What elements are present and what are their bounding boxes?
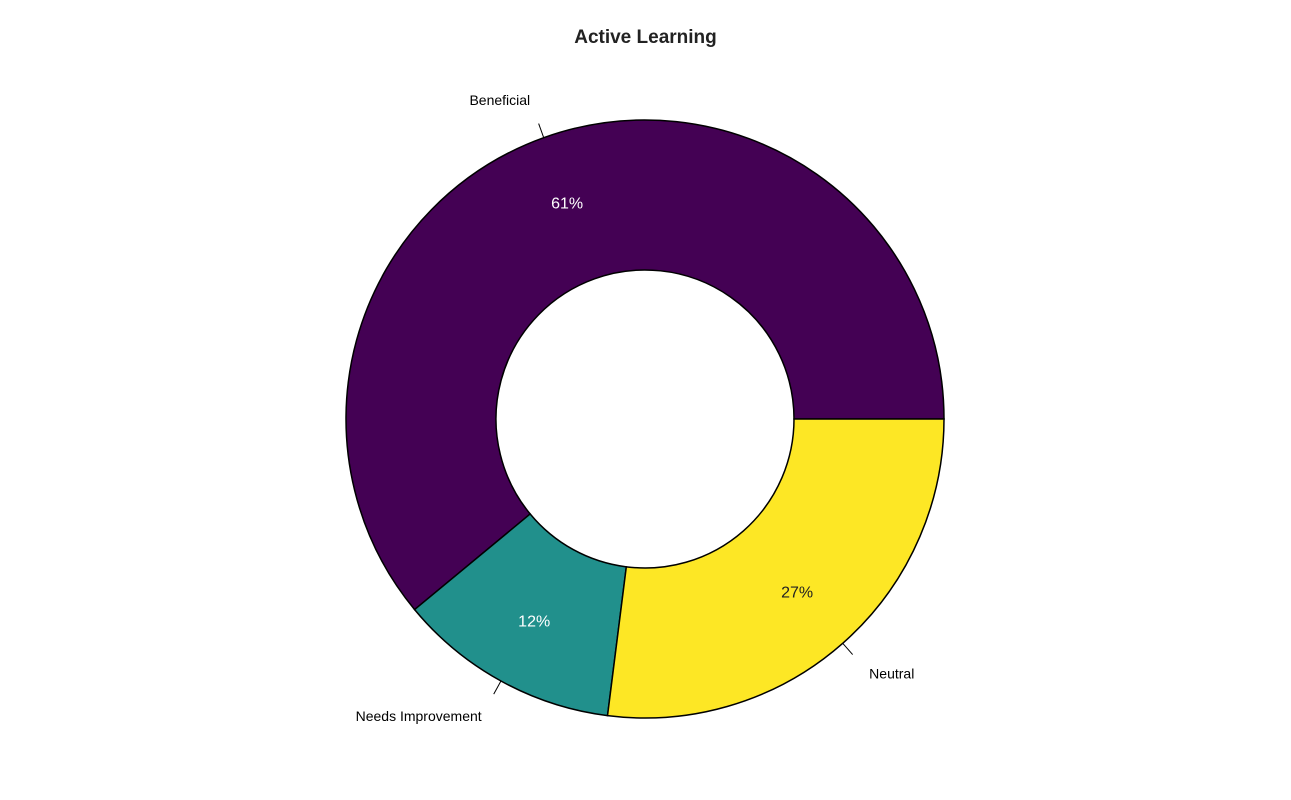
slice-label-neutral: Neutral: [869, 665, 914, 681]
pct-label-beneficial: 61%: [551, 196, 583, 213]
slice-label-needs-improvement: Needs Improvement: [356, 708, 482, 724]
slice-beneficial: [345, 119, 945, 611]
tick-needs-improvement: [493, 680, 502, 695]
slice-neutral: [606, 418, 945, 719]
ticks-layer: [493, 123, 854, 695]
tick-neutral: [842, 642, 854, 655]
slices-layer: [345, 119, 945, 719]
labels-layer: Beneficial 61% Needs Improvement 12% Neutral…: [356, 92, 915, 724]
tick-beneficial: [538, 123, 545, 138]
chart-title: Active Learning: [574, 27, 717, 48]
pct-label-neutral: 27%: [781, 585, 813, 602]
pct-label-needs-improvement: 12%: [518, 614, 550, 631]
slice-label-beneficial: Beneficial: [469, 92, 530, 108]
